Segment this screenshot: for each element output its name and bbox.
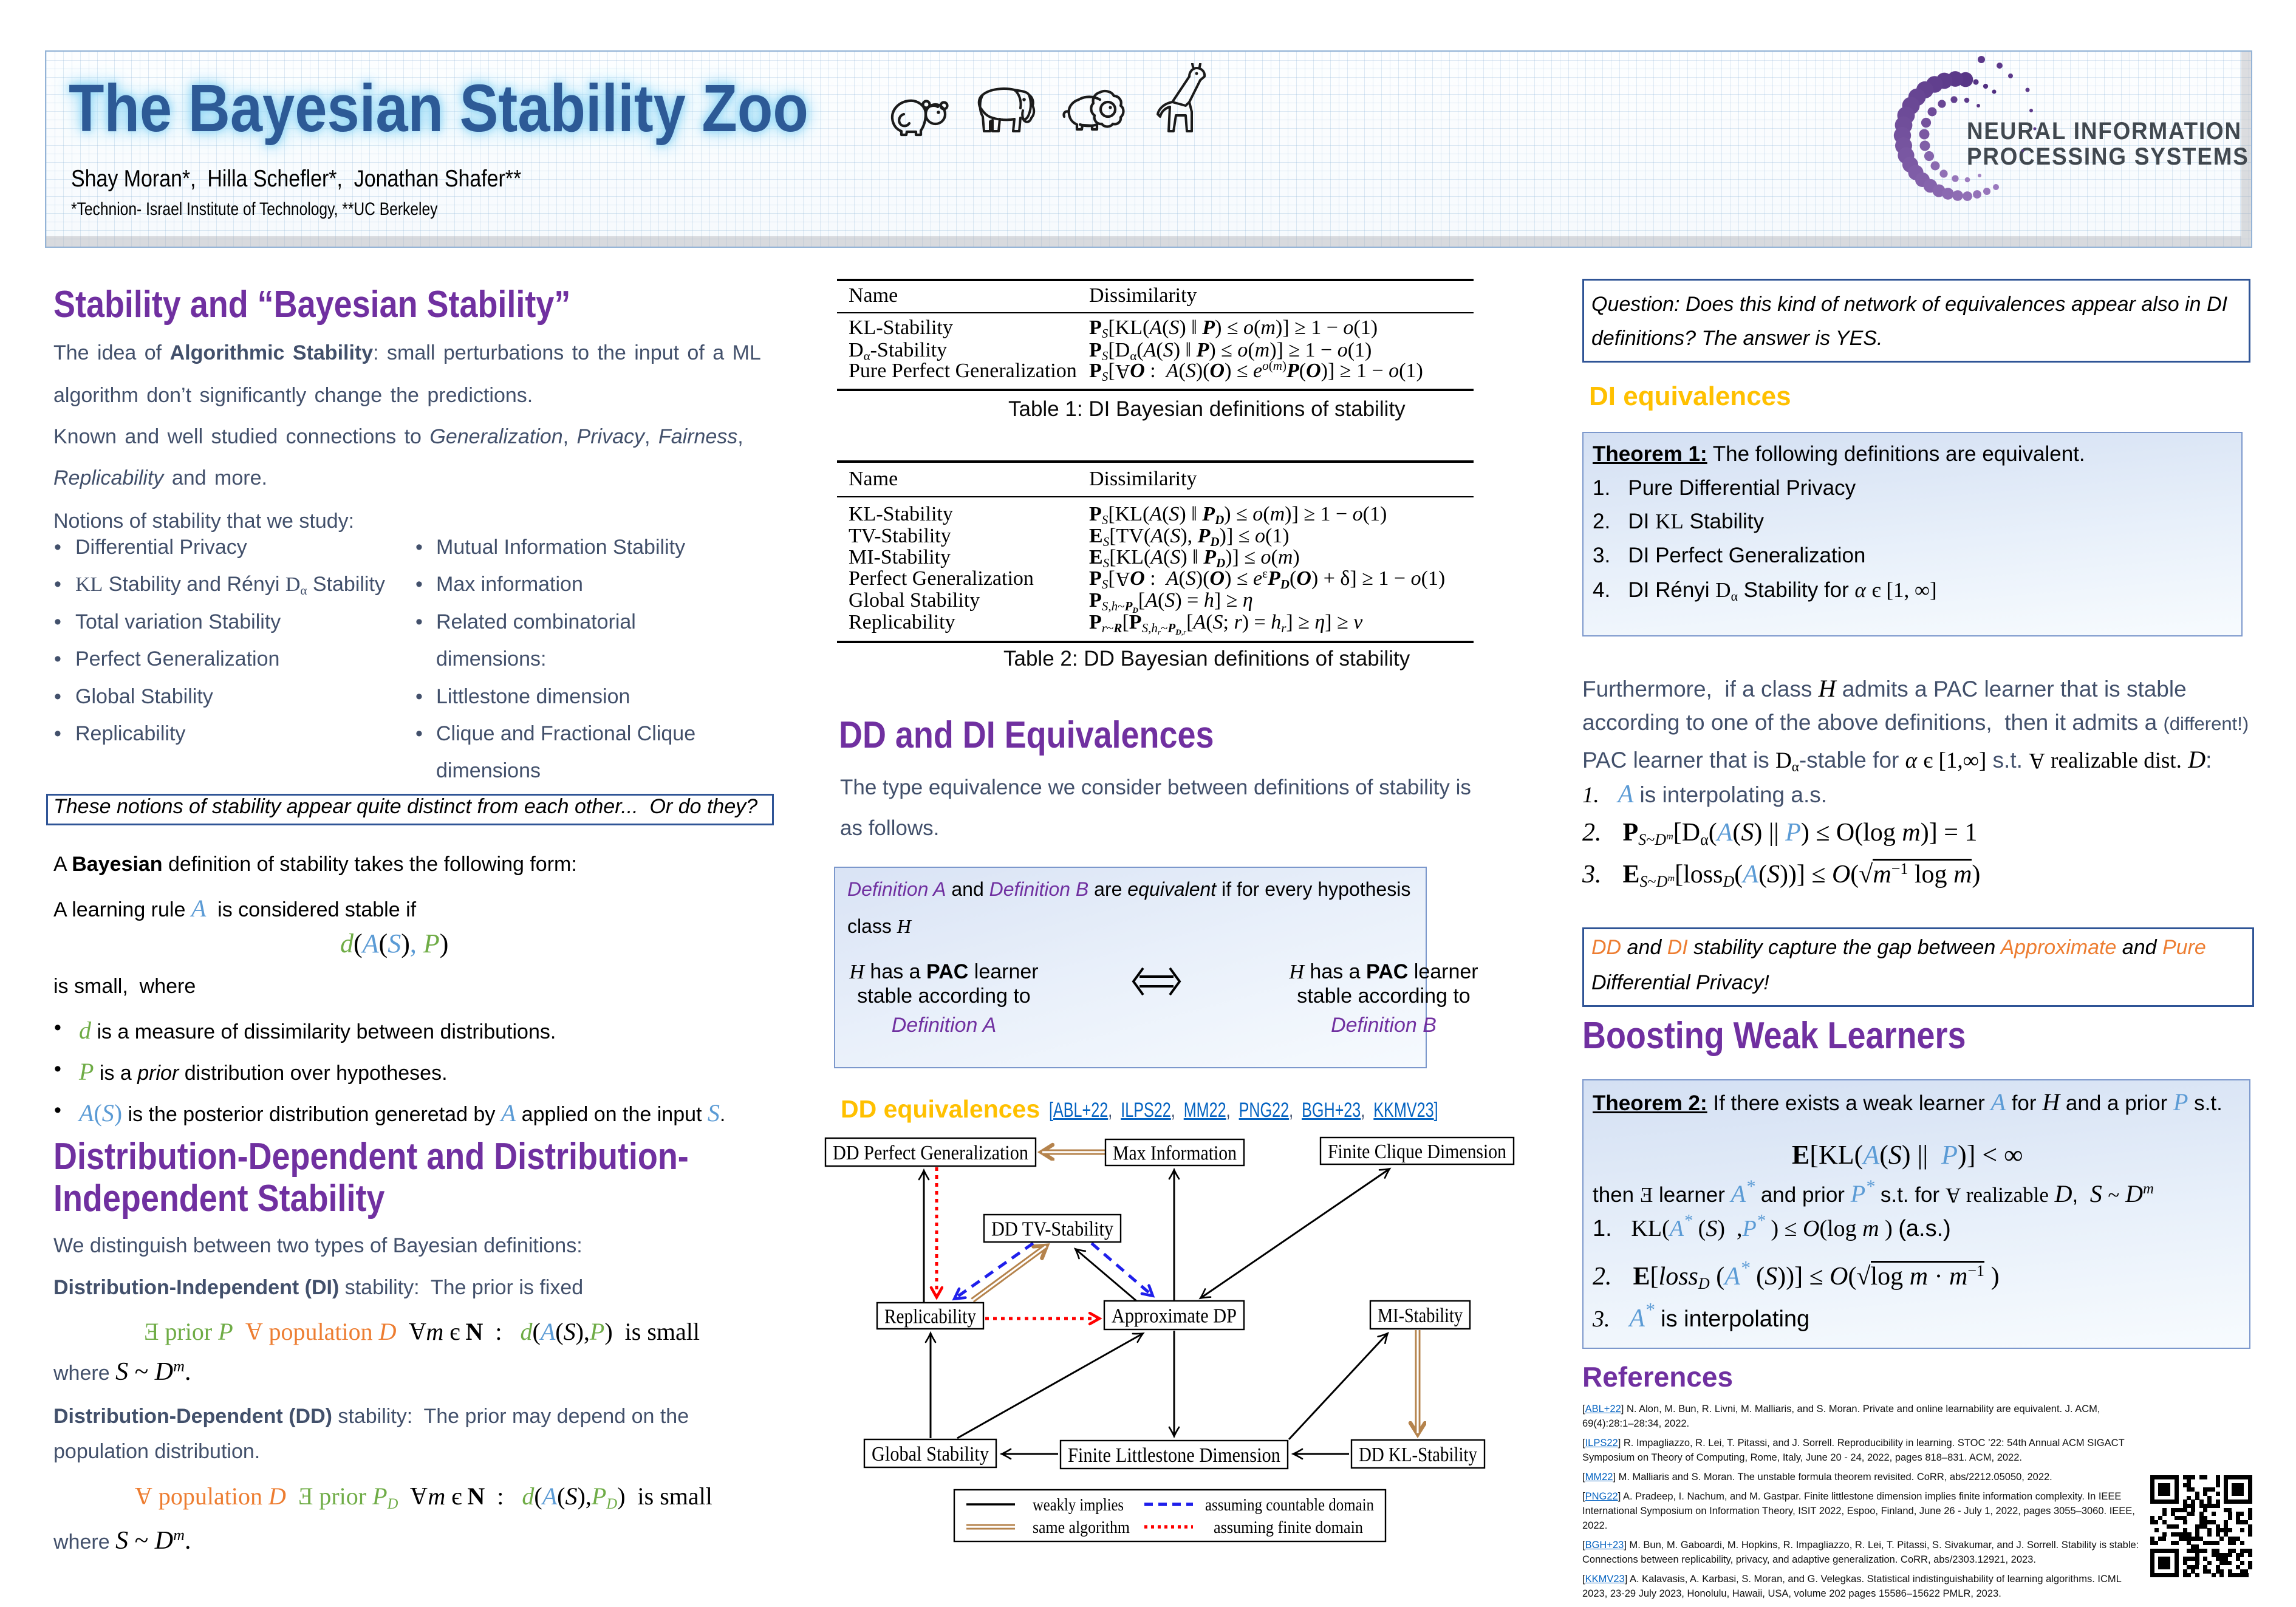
svg-text:MI-Stability: MI-Stability [1378,1305,1463,1327]
svg-text:Finite Littlestone Dimension: Finite Littlestone Dimension [1068,1444,1280,1467]
svg-text:DD TV-Stability: DD TV-Stability [991,1218,1113,1241]
svg-text:assuming countable domain: assuming countable domain [1205,1495,1374,1515]
svg-text:Approximate DP: Approximate DP [1112,1305,1237,1328]
svg-text:weakly implies: weakly implies [1033,1496,1124,1515]
svg-text:Max Information: Max Information [1113,1142,1237,1165]
svg-text:same algorithm: same algorithm [1033,1518,1130,1537]
svg-text:Finite Clique Dimension: Finite Clique Dimension [1328,1141,1506,1163]
svg-text:Replicability: Replicability [884,1306,976,1328]
svg-text:DD Perfect Generalization: DD Perfect Generalization [833,1142,1028,1164]
svg-text:assuming finite domain: assuming finite domain [1214,1518,1363,1537]
svg-text:DD KL-Stability: DD KL-Stability [1359,1444,1477,1466]
svg-text:Global Stability: Global Stability [872,1443,989,1465]
